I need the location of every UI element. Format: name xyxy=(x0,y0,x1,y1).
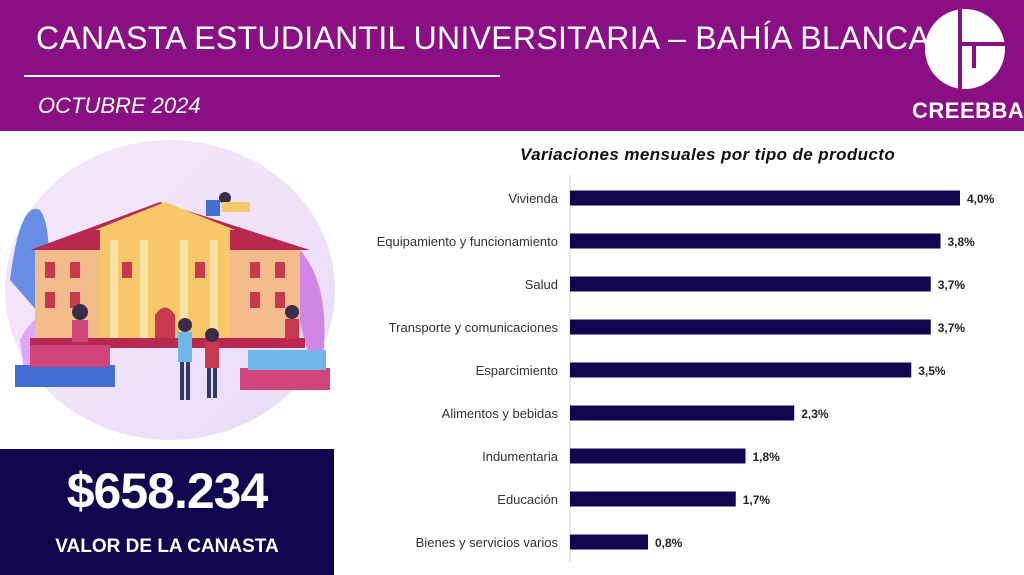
data-label: 2,3% xyxy=(801,407,829,421)
bar xyxy=(570,319,931,335)
creebba-logo-icon xyxy=(925,9,1005,89)
basket-value-box xyxy=(0,449,334,575)
data-label: 0,8% xyxy=(655,536,683,550)
data-label: 3,5% xyxy=(918,364,946,378)
bar xyxy=(570,233,941,249)
basket-value: $658.234 xyxy=(66,463,269,519)
category-label: Alimentos y bebidas xyxy=(442,406,559,421)
data-label: 3,7% xyxy=(938,278,966,292)
bar xyxy=(570,405,795,421)
logo-text: CREEBBA xyxy=(912,98,1024,123)
data-label: 3,7% xyxy=(938,321,966,335)
category-label: Vivienda xyxy=(508,191,558,206)
bar xyxy=(570,448,746,464)
header-banner: CANASTA ESTUDIANTIL UNIVERSITARIA – BAHÍ… xyxy=(0,0,1024,131)
category-label: Indumentaria xyxy=(482,449,559,464)
basket-value-label: VALOR DE LA CANASTA xyxy=(55,536,279,557)
bar xyxy=(570,491,736,507)
category-label: Equipamiento y funcionamiento xyxy=(377,234,558,249)
page-title: CANASTA ESTUDIANTIL UNIVERSITARIA – BAHÍ… xyxy=(36,20,931,56)
category-label: Esparcimiento xyxy=(476,363,558,378)
category-label: Salud xyxy=(525,277,558,292)
data-label: 4,0% xyxy=(967,192,995,206)
bar xyxy=(570,190,960,206)
data-label: 1,7% xyxy=(743,493,771,507)
page-subtitle: OCTUBRE 2024 xyxy=(38,93,201,118)
title-divider xyxy=(24,75,500,77)
bar-chart: Vivienda 4,0% Equipamiento y funcionamient… xyxy=(377,175,995,562)
data-label: 1,8% xyxy=(753,450,781,464)
chart-title: Variaciones mensuales por tipo de produc… xyxy=(520,145,896,164)
university-illustration xyxy=(5,140,335,440)
bar xyxy=(570,276,931,292)
bar xyxy=(570,362,912,378)
category-label: Transporte y comunicaciones xyxy=(389,320,559,335)
bar xyxy=(570,534,648,550)
category-label: Bienes y servicios varios xyxy=(416,535,559,550)
data-label: 3,8% xyxy=(948,235,976,249)
category-label: Educación xyxy=(497,492,558,507)
